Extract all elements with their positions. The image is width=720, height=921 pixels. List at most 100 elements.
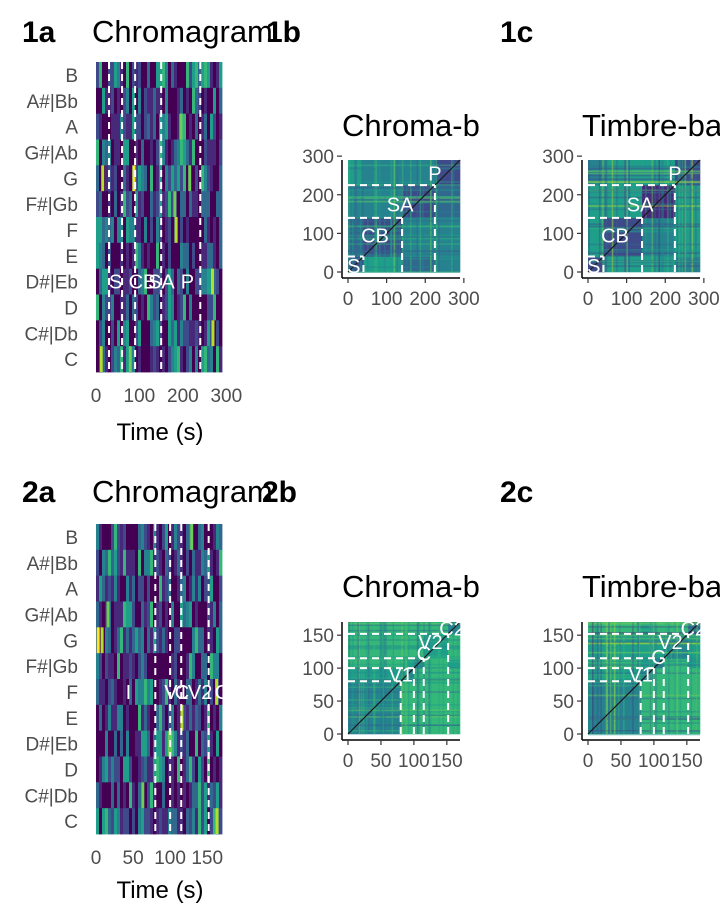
chromagram-cell — [111, 601, 115, 628]
chromagram-cell — [183, 653, 187, 680]
chromagram-cell — [210, 653, 214, 680]
chromagram-cell — [141, 549, 145, 577]
ssm-texture-row — [588, 170, 700, 172]
chromagram-cell — [210, 242, 214, 270]
ssm-texture-column — [355, 160, 358, 272]
ssm-block — [640, 633, 655, 659]
ssm-texture-row — [588, 230, 700, 232]
chromagram-cell — [126, 627, 130, 654]
chromagram-cell — [141, 601, 145, 628]
chromagram-cell — [183, 782, 187, 809]
chromagram-cell — [195, 730, 199, 757]
chromagram-cell — [189, 268, 193, 295]
ssm-block — [640, 681, 655, 735]
chromagram-cell — [156, 62, 160, 89]
ssm-texture-row — [348, 184, 460, 186]
chromagram-cell — [105, 139, 109, 166]
chromagram-cell — [195, 653, 199, 680]
ssm-block — [674, 185, 701, 219]
section-label: P — [428, 164, 441, 186]
ssm-texture-row — [588, 622, 700, 624]
ssm-block — [423, 622, 449, 635]
ssm-texture-column — [434, 160, 436, 272]
chromagram-cell — [138, 87, 142, 115]
chromagram-cell — [207, 191, 211, 218]
chromagram-cell — [210, 627, 214, 654]
chromagram-cell — [186, 679, 190, 706]
ssm-texture-row — [588, 629, 700, 631]
section-label: S — [347, 256, 360, 278]
ssm-block — [402, 160, 436, 186]
ssm-block — [688, 633, 701, 659]
chromagram-cell — [102, 242, 106, 270]
chromagram-cell — [165, 524, 169, 551]
chromagram-cell — [132, 524, 136, 551]
ssm-texture-row — [588, 196, 700, 199]
chromagram-cell — [162, 346, 166, 373]
chromagram-cell — [144, 268, 148, 295]
chromagram-cell — [174, 113, 178, 140]
chromagram-cell — [135, 549, 139, 577]
ssm-texture-row — [588, 672, 700, 675]
chromagram-cell — [141, 346, 145, 373]
chromagram-cell — [144, 346, 148, 373]
chromagram-cell — [150, 704, 154, 732]
chromagram-cell — [219, 268, 223, 295]
ssm-block — [640, 658, 655, 669]
ssm-texture-column — [429, 160, 432, 272]
ssm-block — [448, 681, 461, 735]
ssm-texture-column — [684, 160, 687, 272]
chromagram-cell — [99, 242, 103, 270]
chromagram-cell — [147, 242, 151, 270]
chromagram-cell — [207, 113, 211, 140]
chromagram-cell — [144, 549, 148, 577]
ssm-texture-column — [422, 160, 424, 272]
chromagram-cell — [102, 756, 106, 783]
ssm-texture-row — [348, 729, 460, 732]
chromagram-cell — [147, 346, 151, 373]
ssm-texture-column — [375, 160, 378, 272]
chromagram-cell — [96, 242, 100, 270]
chromagram-cell — [129, 217, 133, 244]
ssm-texture-row — [588, 172, 700, 175]
ssm-texture-column — [385, 622, 388, 734]
y-tick-label: 200 — [542, 186, 574, 207]
y-tick-label: C#|Db — [24, 324, 78, 345]
y-tick-label: 0 — [323, 263, 334, 284]
chromagram-cell — [117, 653, 121, 680]
ssm-block — [348, 217, 364, 257]
chromagram-cell — [132, 730, 136, 757]
ssm-texture-column — [409, 160, 412, 272]
chromagram-cell — [219, 62, 223, 89]
chromagram-cell — [162, 782, 166, 809]
panel-title-2b: Chroma-based SSM — [342, 569, 623, 604]
chromagram-cell — [159, 575, 163, 602]
chromagram-cell — [126, 549, 130, 577]
chromagram-cell — [138, 704, 142, 732]
chromagram-cell — [120, 627, 124, 654]
chromagram-cell — [126, 191, 130, 218]
chromagram-cell — [165, 808, 169, 835]
chromagram-cell — [189, 782, 193, 809]
chromagram-cell — [165, 165, 169, 192]
chromagram-cell — [114, 217, 118, 244]
ssm-texture-column — [418, 622, 421, 734]
section-label: P — [181, 272, 194, 294]
chromagram-cell — [204, 191, 208, 218]
chromagram-highlight — [100, 627, 104, 654]
chromagram-cell — [165, 294, 169, 321]
y-tick-labels-1c: 0 100 200 300 — [542, 147, 582, 284]
section-label: CB — [129, 272, 157, 294]
chromagram-cell — [180, 320, 184, 347]
chromagram-cell — [165, 217, 169, 244]
ssm-block — [448, 633, 461, 659]
chromagram-cell — [153, 62, 157, 89]
panel-title-1a: Chromagram — [92, 14, 273, 49]
ssm-texture-row — [588, 641, 700, 643]
chromagram-cell — [117, 346, 121, 373]
chromagram-cell — [171, 730, 175, 757]
ssm-texture-row — [348, 681, 460, 684]
chromagram-cell — [117, 165, 121, 192]
chromagram-cell — [153, 268, 157, 295]
